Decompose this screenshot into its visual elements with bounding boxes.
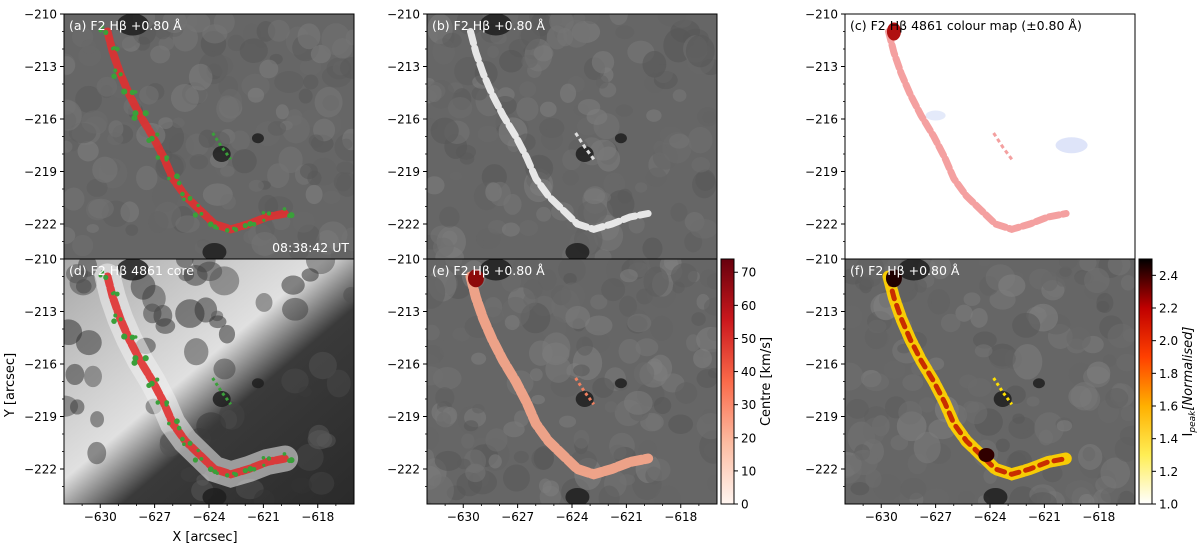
panel-b: −210 −213 −216 −219 −222 (b) F2 Hβ +0.80 Å: [387, 8, 718, 263]
panel-d-xtick-label: −630: [84, 510, 117, 524]
panel-a-ytick-label: −213: [24, 60, 57, 74]
panel-e-ytick-label: −216: [387, 358, 420, 372]
colorbar-tick-label: 70: [741, 266, 756, 280]
colorbar-tick-label: 60: [741, 299, 756, 313]
colorbar-tick-label: 2.4: [1159, 269, 1178, 283]
panel-d: −210 −213 −216 −219 −222 −630 −627 −624 −621 −618…: [24, 253, 355, 524]
panel-f-xtick-label: −624: [974, 510, 1007, 524]
colorbar-tick-label: 20: [741, 431, 756, 445]
colorbar-tick-label: 1.0: [1159, 498, 1178, 512]
panel-d-xtick-label: −627: [138, 510, 171, 524]
panel-a-image: [64, 14, 354, 259]
panel-f-title: (f) F2 Hβ +0.80 Å: [850, 263, 960, 278]
panel-a-title: (a) F2 Hβ +0.80 Å: [69, 18, 182, 33]
panel-e-xtick-label: −618: [664, 510, 697, 524]
panel-c-ytick-label: −222: [805, 218, 838, 232]
colorbar-tick-label: 0: [741, 498, 749, 512]
panel-a-ytick-label: −222: [24, 218, 57, 232]
colorbar-tick-label: 1.2: [1159, 465, 1178, 479]
panel-b-ytick-label: −213: [387, 60, 420, 74]
colorbar-tick-label: 1.4: [1159, 432, 1178, 446]
panel-a-timestamp: 08:38:42 UT: [272, 240, 349, 255]
panel-d-xtick-label: −618: [301, 510, 334, 524]
panel-f-xtick-label: −621: [1028, 510, 1061, 524]
panel-f-colorbar-label: Ipeak[Normalised]: [1181, 327, 1198, 437]
panel-c: −210 −213 −216 −219 −222 (c) F2 Hβ 4861 colou…: [805, 8, 1136, 263]
panel-c-ytick-label: −216: [805, 113, 838, 127]
panel-f-ytick-label: −210: [805, 253, 838, 267]
panel-a-ytick-label: −219: [24, 165, 57, 179]
panel-e-ytick-label: −213: [387, 305, 420, 319]
panel-c-title: (c) F2 Hβ 4861 colour map (±0.80 Å): [850, 18, 1082, 33]
panel-e-xtick-label: −627: [501, 510, 534, 524]
colorbar-tick-label: 10: [741, 464, 756, 478]
panel-e-image: [427, 259, 717, 504]
panel-e-title: (e) F2 Hβ +0.80 Å: [432, 263, 545, 278]
panel-b-ytick-label: −216: [387, 113, 420, 127]
panel-a: −210 −213 −216 −219 −222 (a) F2 Hβ +0.80 Å 08:…: [24, 8, 355, 263]
colorbar-tick-label: 2.2: [1159, 302, 1178, 316]
panel-d-ytick-label: −216: [24, 358, 57, 372]
panel-d-xtick-label: −624: [193, 510, 226, 524]
panel-e-ytick-label: −210: [387, 253, 420, 267]
panel-c-image: [845, 14, 1135, 259]
panel-b-ytick-label: −210: [387, 8, 420, 22]
panel-e-ytick-label: −219: [387, 410, 420, 424]
panel-e-xtick-label: −624: [556, 510, 589, 524]
panel-a-ytick-label: −210: [24, 8, 57, 22]
panel-d-ytick-label: −210: [24, 253, 57, 267]
y-axis-label: Y [arcsec]: [3, 353, 18, 418]
panel-f-ytick-label: −216: [805, 358, 838, 372]
panel-f-xtick-label: −618: [1082, 510, 1115, 524]
panel-c-ytick-label: −213: [805, 60, 838, 74]
panel-f-colorbar: 1.0 1.2 1.4 1.6 1.8 2.0 2.2 2.4 Ipeak[Normalised…: [1138, 258, 1198, 512]
panel-c-ytick-label: −210: [805, 8, 838, 22]
panel-d-xtick-label: −621: [247, 510, 280, 524]
panel-a-ytick-label: −216: [24, 113, 57, 127]
colorbar-tick-label: 1.8: [1159, 367, 1178, 381]
panel-e-colorbar-label: Centre [km/s]: [759, 337, 774, 426]
panel-f-xtick-label: −630: [865, 510, 898, 524]
panel-e-ytick-label: −222: [387, 463, 420, 477]
panel-b-ytick-label: −219: [387, 165, 420, 179]
panel-b-title: (b) F2 Hβ +0.80 Å: [432, 18, 545, 33]
panel-f-image: [845, 259, 1135, 504]
panel-d-title: (d) F2 Hβ 4861 core: [69, 263, 194, 278]
colorbar-tick-label: 40: [741, 365, 756, 379]
panel-d-ytick-label: −222: [24, 463, 57, 477]
panel-b-ytick-label: −222: [387, 218, 420, 232]
x-axis-label: X [arcsec]: [172, 530, 237, 545]
panel-f-xtick-label: −627: [919, 510, 952, 524]
colorbar-tick-label: 50: [741, 332, 756, 346]
colorbar-tick-label: 30: [741, 398, 756, 412]
panel-d-ytick-label: −213: [24, 305, 57, 319]
panel-f: −210 −213 −216 −219 −222 −630 −627 −624 −621 −618…: [805, 253, 1198, 525]
panel-f-ytick-label: −222: [805, 463, 838, 477]
colorbar-tick-label: 2.0: [1159, 334, 1178, 348]
panel-d-ytick-label: −219: [24, 410, 57, 424]
panel-f-ytick-label: −213: [805, 305, 838, 319]
panel-e-colorbar: 0 10 20 30 40 50 60 70 Centre [km/s]: [720, 258, 774, 512]
panel-f-ytick-label: −219: [805, 410, 838, 424]
panel-b-image: [427, 14, 717, 259]
panel-e-xtick-label: −630: [447, 510, 480, 524]
panel-e-xtick-label: −621: [610, 510, 643, 524]
colorbar-tick-label: 1.6: [1159, 400, 1178, 414]
panel-e: −210 −213 −216 −219 −222 −630 −627 −624 −621 −618…: [387, 253, 774, 525]
panel-c-ytick-label: −219: [805, 165, 838, 179]
panel-d-image: [64, 259, 354, 504]
